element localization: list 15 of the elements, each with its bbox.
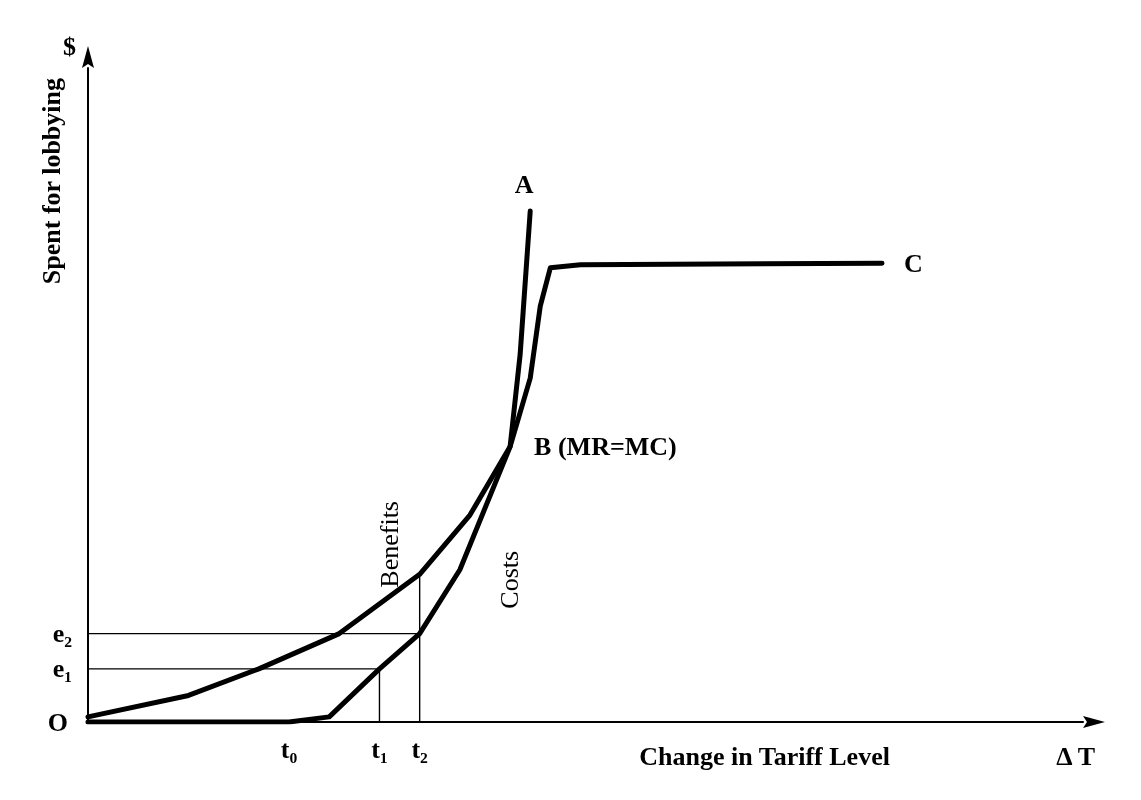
text: Costs <box>495 550 525 609</box>
annotation: C <box>903 248 923 278</box>
text: A <box>514 169 534 199</box>
text: $ <box>63 31 76 61</box>
x-tick-label: t₁ <box>371 734 388 764</box>
y-axis-title: Spent for lobbying <box>36 78 66 285</box>
x-tick-label: t₂ <box>411 734 429 764</box>
x-axis-title: Change in Tariff Level <box>639 741 890 771</box>
text: e₂ <box>52 619 73 649</box>
x-tick-label: t₀ <box>280 734 298 764</box>
text: Δ T <box>1056 741 1095 771</box>
text: e₁ <box>52 654 72 684</box>
text: Benefits <box>375 501 405 588</box>
annotation: B (MR=MC) <box>534 432 677 462</box>
text: O <box>47 707 68 737</box>
